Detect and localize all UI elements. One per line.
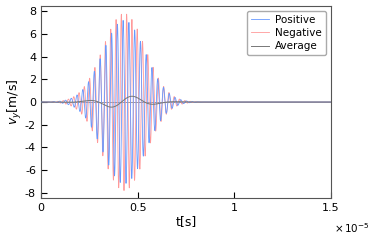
Average xyxy=(144,101,148,104)
Positive xyxy=(223,101,227,103)
Line: Positive: Positive xyxy=(41,20,331,183)
Legend: Positive, Negative, Average: Positive, Negative, Average xyxy=(247,11,326,55)
Text: $\times\,10^{-5}$: $\times\,10^{-5}$ xyxy=(334,222,369,235)
Positive xyxy=(328,101,333,103)
Line: Average: Average xyxy=(41,96,331,107)
Average xyxy=(254,101,258,103)
Positive xyxy=(124,182,128,185)
Average xyxy=(53,101,58,103)
Average xyxy=(269,101,274,103)
X-axis label: t[s]: t[s] xyxy=(175,215,196,228)
Y-axis label: $v_y$[m/s]: $v_y$[m/s] xyxy=(6,79,24,125)
Negative xyxy=(210,101,215,103)
Negative xyxy=(254,101,258,103)
Negative xyxy=(144,131,148,134)
Positive xyxy=(121,19,125,22)
Positive xyxy=(210,101,215,103)
Negative xyxy=(223,101,227,103)
Positive xyxy=(269,101,274,103)
Average xyxy=(130,95,134,98)
Negative xyxy=(328,101,333,103)
Average xyxy=(109,106,114,108)
Average xyxy=(39,101,43,103)
Negative xyxy=(53,101,58,104)
Negative xyxy=(269,101,274,103)
Positive xyxy=(144,54,148,57)
Average xyxy=(210,101,215,103)
Average xyxy=(223,101,227,103)
Negative xyxy=(39,101,43,103)
Positive xyxy=(39,101,43,103)
Positive xyxy=(53,101,58,103)
Positive xyxy=(254,101,258,103)
Line: Negative: Negative xyxy=(41,14,331,191)
Average xyxy=(328,101,333,103)
Negative xyxy=(124,13,129,16)
Negative xyxy=(122,189,126,192)
